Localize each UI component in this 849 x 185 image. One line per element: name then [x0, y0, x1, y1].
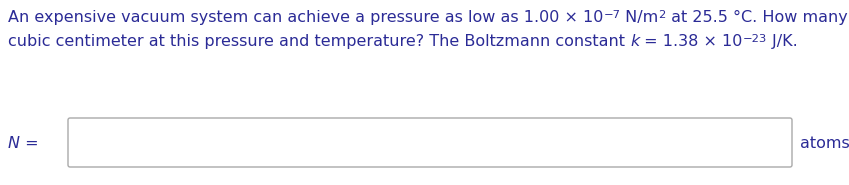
Text: cubic centimeter at this pressure and temperature? The Boltzmann constant: cubic centimeter at this pressure and te…: [8, 34, 630, 49]
Text: = 1.38 × 10: = 1.38 × 10: [639, 34, 743, 49]
Text: =: =: [20, 136, 38, 151]
Text: 2: 2: [659, 10, 666, 20]
FancyBboxPatch shape: [68, 118, 792, 167]
Text: −7: −7: [604, 10, 621, 20]
Text: N: N: [8, 136, 20, 151]
Text: −23: −23: [743, 34, 767, 44]
Text: at 25.5 °C. How many atoms: at 25.5 °C. How many atoms: [666, 10, 849, 25]
Text: J/K.: J/K.: [767, 34, 798, 49]
Text: N/m: N/m: [621, 10, 659, 25]
Text: atoms: atoms: [800, 136, 849, 151]
Text: k: k: [630, 34, 639, 49]
Text: An expensive vacuum system can achieve a pressure as low as 1.00 × 10: An expensive vacuum system can achieve a…: [8, 10, 604, 25]
